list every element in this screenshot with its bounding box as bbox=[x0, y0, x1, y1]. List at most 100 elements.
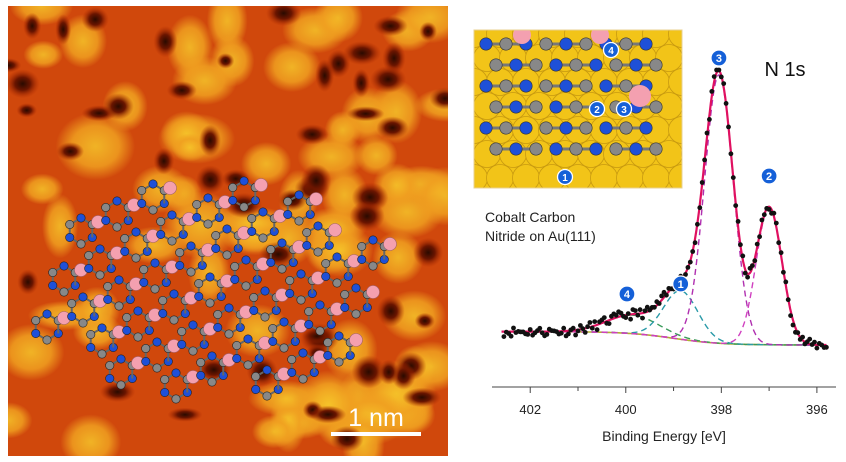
nitrogen-atom bbox=[599, 79, 613, 93]
nitrogen-atom bbox=[232, 353, 242, 363]
nitrogen-atom bbox=[509, 100, 523, 114]
nitrogen-atom bbox=[133, 306, 143, 316]
nitrogen-atom bbox=[241, 255, 251, 265]
nitrogen-atom bbox=[334, 331, 344, 341]
stm-bright-spot bbox=[313, 6, 363, 43]
nitrogen-atom bbox=[95, 244, 105, 254]
carbon-atom bbox=[529, 100, 543, 114]
inset-site-badge: 4 bbox=[602, 41, 620, 59]
data-point bbox=[683, 272, 688, 277]
stm-dark-pit bbox=[153, 25, 178, 58]
carbon-atom bbox=[262, 391, 272, 401]
carbon-atom bbox=[499, 121, 513, 135]
carbon-atom bbox=[207, 377, 217, 387]
data-point bbox=[790, 322, 796, 328]
data-point bbox=[527, 327, 533, 332]
peak-2-badge: 2 bbox=[760, 167, 778, 185]
carbon-atom bbox=[569, 58, 583, 72]
data-point bbox=[800, 334, 805, 340]
carbon-atom bbox=[186, 267, 196, 277]
nitrogen-atom bbox=[266, 257, 276, 267]
molecule-unit bbox=[196, 351, 236, 387]
carbon-atom bbox=[294, 216, 304, 226]
data-point bbox=[632, 308, 638, 313]
carbon-atom bbox=[619, 121, 633, 135]
gold-atom bbox=[668, 116, 682, 144]
nitrogen-atom bbox=[139, 277, 149, 287]
nitrogen-atom bbox=[213, 322, 223, 332]
carbon-atom bbox=[539, 121, 553, 135]
data-point bbox=[664, 292, 669, 298]
nitrogen-atom bbox=[549, 58, 563, 72]
cobalt-atom bbox=[309, 192, 323, 206]
scale-bar-label: 1 nm bbox=[348, 404, 404, 432]
carbon-atom bbox=[499, 79, 513, 93]
data-point bbox=[692, 240, 698, 246]
stm-dark-pit bbox=[352, 68, 370, 98]
stm-bright-spot bbox=[8, 402, 33, 439]
stm-dark-pit bbox=[429, 87, 448, 110]
data-point bbox=[537, 325, 543, 331]
molecule-unit bbox=[156, 210, 196, 246]
stm-bright-spot bbox=[240, 141, 292, 186]
stm-dark-pit bbox=[373, 15, 408, 37]
molecule-unit bbox=[105, 354, 145, 390]
data-point bbox=[761, 212, 767, 218]
data-point bbox=[702, 157, 707, 163]
carbon-atom bbox=[619, 37, 633, 51]
data-point bbox=[580, 326, 586, 332]
data-point bbox=[695, 221, 700, 227]
data-point bbox=[704, 130, 710, 136]
carbon-atom bbox=[332, 278, 342, 288]
carbon-atom bbox=[351, 309, 361, 319]
peak-3-badge: 3 bbox=[710, 49, 728, 67]
carbon-atom bbox=[489, 142, 503, 156]
nitrogen-atom bbox=[519, 121, 533, 135]
nitrogen-atom bbox=[160, 387, 170, 397]
nitrogen-atom bbox=[67, 311, 77, 321]
stm-dark-pit bbox=[300, 163, 332, 198]
molecule-unit bbox=[323, 331, 363, 367]
carbon-atom bbox=[489, 58, 503, 72]
nitrogen-atom bbox=[196, 370, 206, 380]
carbon-atom bbox=[67, 298, 77, 308]
molecular-model-overlay bbox=[31, 176, 397, 404]
annotation-line-1: Cobalt Carbon bbox=[485, 209, 575, 225]
carbon-atom bbox=[42, 335, 52, 345]
carbon-atom bbox=[241, 281, 251, 291]
data-point bbox=[635, 312, 641, 318]
nitrogen-atom bbox=[313, 221, 323, 231]
stm-bright-spot bbox=[55, 112, 136, 181]
nitrogen-atom bbox=[247, 227, 257, 237]
molecule-unit bbox=[120, 227, 160, 263]
data-point bbox=[730, 175, 736, 181]
data-point bbox=[628, 316, 633, 322]
nitrogen-atom bbox=[323, 350, 333, 360]
data-point bbox=[726, 124, 731, 130]
carbon-atom bbox=[287, 354, 297, 364]
data-point bbox=[582, 330, 588, 335]
data-point bbox=[687, 259, 693, 265]
stm-dark-pit bbox=[343, 41, 382, 66]
nitrogen-atom bbox=[351, 283, 361, 293]
carbon-atom bbox=[205, 298, 215, 308]
nitrogen-atom bbox=[105, 373, 115, 383]
stm-dark-pit bbox=[349, 200, 385, 232]
data-point bbox=[757, 234, 762, 240]
nitrogen-atom bbox=[48, 280, 58, 290]
cobalt-atom bbox=[383, 237, 397, 251]
nitrogen-atom bbox=[167, 210, 177, 220]
carbon-atom bbox=[569, 142, 583, 156]
nitrogen-atom bbox=[296, 269, 306, 279]
data-point bbox=[592, 319, 598, 324]
data-point bbox=[690, 249, 696, 254]
data-point bbox=[613, 312, 619, 318]
carbon-atom bbox=[59, 287, 69, 297]
molecule-unit bbox=[48, 261, 88, 297]
molecule-unit bbox=[177, 320, 217, 356]
carbon-atom bbox=[141, 343, 151, 353]
data-point bbox=[625, 311, 631, 316]
carbon-atom bbox=[188, 346, 198, 356]
molecule-unit bbox=[101, 196, 141, 232]
